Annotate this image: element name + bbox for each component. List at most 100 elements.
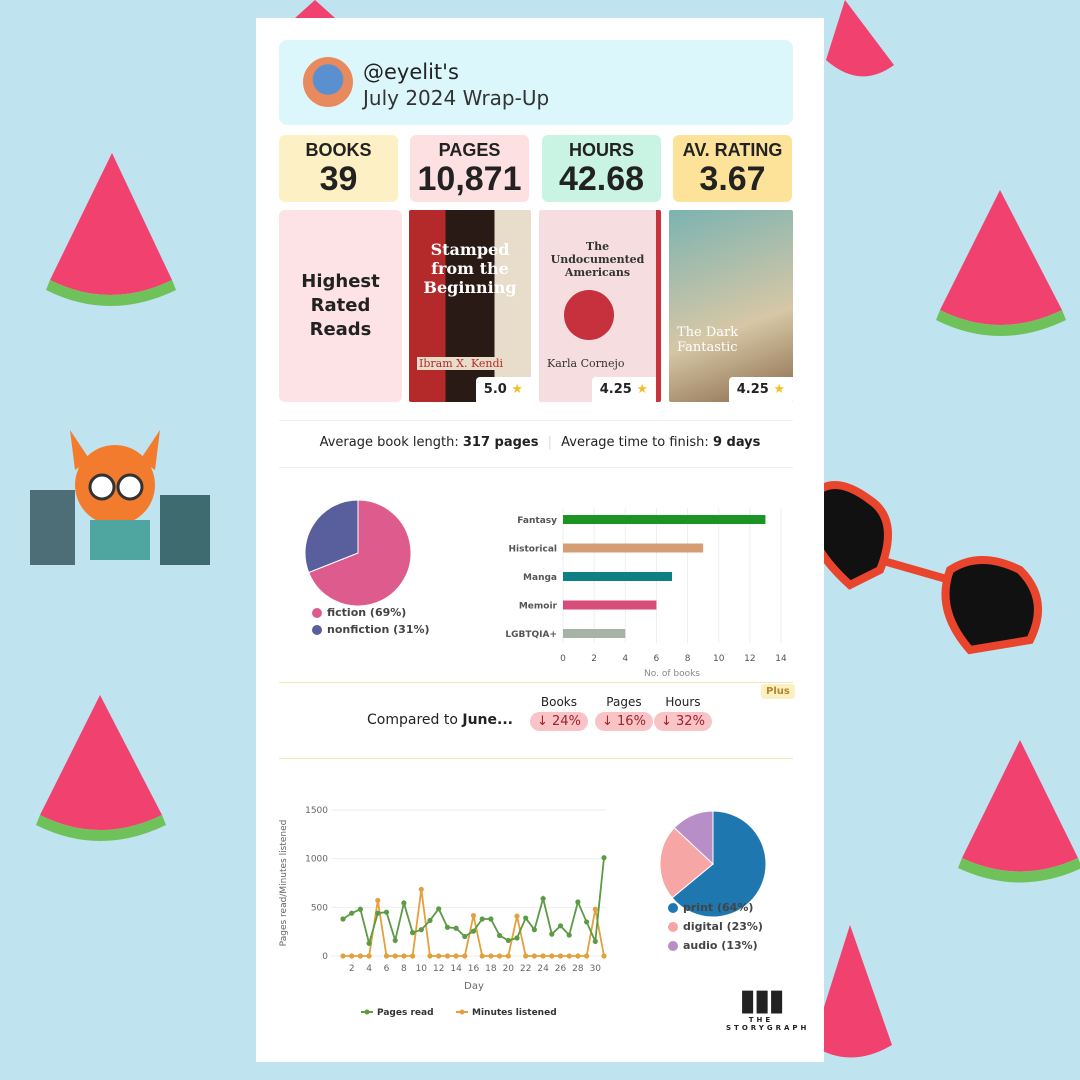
data-point <box>470 928 477 934</box>
data-point <box>357 906 363 912</box>
legend-fiction: fiction (69%) <box>312 606 406 619</box>
x-tick-label: 8 <box>685 654 691 664</box>
flower-illustration <box>564 290 614 340</box>
data-point <box>592 938 598 944</box>
page-title: July 2024 Wrap-Up <box>363 86 550 110</box>
bar-label: Memoir <box>519 602 558 612</box>
data-point <box>436 906 442 912</box>
data-point <box>357 953 363 959</box>
book-author: Ibram X. Kendi <box>417 357 506 370</box>
data-point <box>340 916 346 922</box>
data-point <box>566 932 572 938</box>
stat-label: PAGES <box>438 140 501 160</box>
bar <box>563 600 657 610</box>
pie-slice <box>308 499 412 607</box>
x-tick-label: 22 <box>520 964 531 974</box>
bar-label: Historical <box>509 545 557 555</box>
bar-label: Fantasy <box>517 516 557 526</box>
x-tick-label: 12 <box>744 654 755 664</box>
data-point <box>383 909 390 915</box>
data-point <box>366 953 372 959</box>
data-point <box>592 906 598 912</box>
data-point <box>557 953 564 959</box>
watermelon-icon <box>46 153 176 306</box>
data-point <box>383 953 390 959</box>
data-point <box>531 953 537 959</box>
x-tick-label: 4 <box>366 964 372 974</box>
x-tick-label: 12 <box>433 964 444 974</box>
legend-marker <box>459 1009 465 1015</box>
legend-print: print (64%) <box>668 901 753 914</box>
watermelon-icon <box>812 925 892 1058</box>
y-tick-label: 1500 <box>305 806 328 816</box>
book-title: The Undocumented Americans <box>550 240 645 279</box>
data-point <box>584 953 590 959</box>
legend-nonfiction: nonfiction (31%) <box>312 623 430 636</box>
fox-reading-icon <box>30 430 210 565</box>
data-point <box>410 953 416 959</box>
data-point <box>349 910 355 916</box>
star-icon: ★ <box>511 382 523 397</box>
data-point <box>557 923 564 929</box>
data-point <box>349 953 355 959</box>
data-point <box>418 927 424 933</box>
stat-books: BOOKS 39 <box>279 135 398 202</box>
data-point <box>479 916 485 922</box>
pie-slice <box>304 499 359 574</box>
x-tick-label: 18 <box>485 964 497 974</box>
x-tick-label: 6 <box>384 964 390 974</box>
data-point <box>523 953 529 959</box>
x-tick-label: 24 <box>537 964 549 974</box>
book-cover[interactable]: The Undocumented Americans Karla Cornejo… <box>539 210 661 402</box>
x-tick-label: 14 <box>450 964 462 974</box>
x-tick-label: 30 <box>590 964 602 974</box>
data-point <box>436 953 442 959</box>
data-point <box>427 917 433 924</box>
x-tick-label: 4 <box>622 654 628 664</box>
stat-label: BOOKS <box>305 140 372 160</box>
data-point <box>453 925 459 931</box>
pie-slice <box>673 810 714 866</box>
stat-value: 42.68 <box>558 160 645 198</box>
x-tick-label: 16 <box>468 964 480 974</box>
highest-rated-label: Highest Rated Reads <box>279 210 402 402</box>
compared-label: Compared to June... <box>367 712 513 728</box>
stat-pages: PAGES 10,871 <box>410 135 529 202</box>
data-point <box>505 953 511 959</box>
bar-label: Manga <box>523 573 557 583</box>
stat-label: AV. RATING <box>682 140 783 160</box>
header: @eyelit's July 2024 Wrap-Up <box>279 40 793 125</box>
book-cover[interactable]: Stamped from the Beginning Ibram X. Kend… <box>409 210 531 402</box>
book-rating: 5.0 ★ <box>475 377 531 402</box>
star-icon: ★ <box>773 382 785 397</box>
genre-charts: 0 2 4 6 8 10 12 14 No. of books Fantasy Historical… <box>304 499 787 679</box>
bar <box>563 515 766 524</box>
x-tick-label: 10 <box>713 654 725 664</box>
data-point <box>540 953 546 959</box>
storygraph-logo-icon: ▮▮▮ <box>739 983 785 1018</box>
legend-marker <box>364 1009 370 1015</box>
heart-sunglasses-icon <box>804 481 1042 655</box>
data-point <box>488 953 494 959</box>
book-title: The Dark Fantastic <box>677 325 739 355</box>
data-point <box>566 953 572 959</box>
data-point <box>375 910 381 916</box>
x-axis-label: Day <box>464 981 484 992</box>
data-point <box>514 935 520 941</box>
legend-label: Pages read <box>377 1008 434 1018</box>
stat-value: 39 <box>319 160 358 198</box>
x-tick-label: 2 <box>591 654 597 664</box>
y-tick-label: 1000 <box>305 855 328 865</box>
data-point <box>462 933 468 940</box>
legend-audio: audio (13%) <box>668 939 758 952</box>
x-tick-label: 2 <box>349 964 355 974</box>
data-point <box>392 937 398 944</box>
compare-books: Books ↓ 24% <box>530 695 588 731</box>
bar <box>563 572 672 581</box>
y-tick-label: 500 <box>311 903 328 913</box>
y-axis-label: Pages read/Minutes listened <box>279 820 289 947</box>
averages: Average book length: 317 pages | Average… <box>319 435 761 450</box>
book-title: Stamped from the Beginning <box>423 240 517 297</box>
data-point <box>453 953 459 959</box>
book-cover[interactable]: The Dark Fantastic 4.25 ★ <box>669 210 793 402</box>
